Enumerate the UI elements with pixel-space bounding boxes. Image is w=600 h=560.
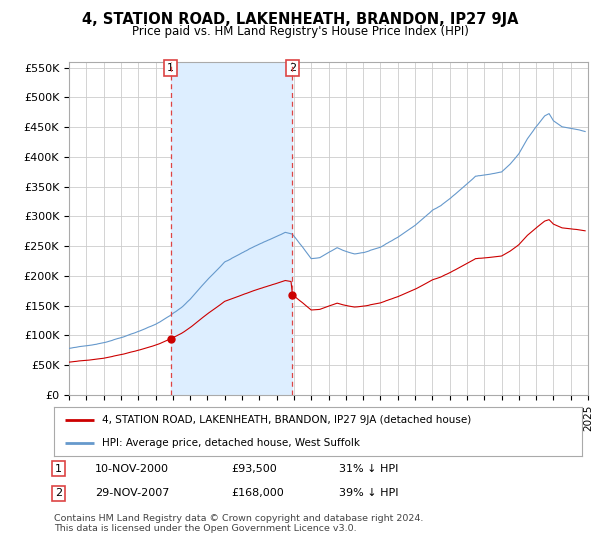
Text: 1: 1: [167, 63, 174, 73]
Text: 39% ↓ HPI: 39% ↓ HPI: [339, 488, 398, 498]
Text: £93,500: £93,500: [231, 464, 277, 474]
Text: Contains HM Land Registry data © Crown copyright and database right 2024.
This d: Contains HM Land Registry data © Crown c…: [54, 514, 424, 534]
Bar: [170, 62, 292, 395]
Text: 29-NOV-2007: 29-NOV-2007: [95, 488, 169, 498]
Text: 2: 2: [55, 488, 62, 498]
Text: 2: 2: [289, 63, 296, 73]
Text: 31% ↓ HPI: 31% ↓ HPI: [339, 464, 398, 474]
Text: 10-NOV-2000: 10-NOV-2000: [95, 464, 169, 474]
Text: £168,000: £168,000: [231, 488, 284, 498]
Text: 4, STATION ROAD, LAKENHEATH, BRANDON, IP27 9JA (detached house): 4, STATION ROAD, LAKENHEATH, BRANDON, IP…: [101, 416, 471, 426]
Text: Price paid vs. HM Land Registry's House Price Index (HPI): Price paid vs. HM Land Registry's House …: [131, 25, 469, 38]
Text: HPI: Average price, detached house, West Suffolk: HPI: Average price, detached house, West…: [101, 438, 359, 448]
Text: 4, STATION ROAD, LAKENHEATH, BRANDON, IP27 9JA: 4, STATION ROAD, LAKENHEATH, BRANDON, IP…: [82, 12, 518, 27]
Text: 1: 1: [55, 464, 62, 474]
